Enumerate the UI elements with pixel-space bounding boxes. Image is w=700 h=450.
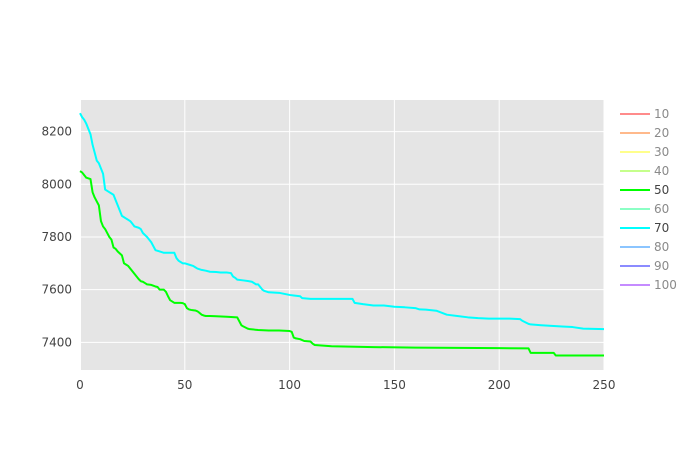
legend-label: 50 — [654, 183, 669, 197]
x-axis-ticks: 0 50 100 150 200 250 — [76, 378, 615, 392]
series-line-50 — [79, 170, 604, 357]
x-tick-label: 100 — [278, 378, 301, 392]
x-tick-label: 0 — [76, 378, 84, 392]
legend-item-60[interactable]: 60 — [620, 202, 669, 216]
legend-item-30[interactable]: 30 — [620, 145, 669, 159]
legend-item-10[interactable]: 10 — [620, 107, 669, 121]
legend-item-20[interactable]: 20 — [620, 126, 669, 140]
legend-label: 60 — [654, 202, 669, 216]
legend-label: 70 — [654, 221, 669, 235]
y-tick-label: 7800 — [41, 230, 72, 244]
series-layer — [79, 112, 605, 357]
x-tick-label: 150 — [383, 378, 406, 392]
legend-label: 30 — [654, 145, 669, 159]
y-tick-label: 8200 — [41, 125, 72, 139]
y-tick-label: 8000 — [41, 177, 72, 191]
legend-item-50[interactable]: 50 — [620, 183, 669, 197]
series-line-70 — [79, 112, 605, 331]
legend-item-70[interactable]: 70 — [620, 221, 669, 235]
legend-label: 20 — [654, 126, 669, 140]
legend-label: 90 — [654, 259, 669, 273]
legend-item-100[interactable]: 100 — [620, 278, 677, 292]
legend[interactable]: 10 20 30 40 50 60 70 80 90 100 — [620, 107, 677, 292]
y-axis-ticks: 7400 7600 7800 8000 8200 — [41, 125, 72, 350]
legend-item-90[interactable]: 90 — [620, 259, 669, 273]
legend-label: 40 — [654, 164, 669, 178]
grid-lines — [79, 100, 605, 370]
legend-label: 100 — [654, 278, 677, 292]
plot-background — [80, 100, 604, 370]
x-tick-label: 50 — [177, 378, 192, 392]
y-tick-label: 7400 — [41, 335, 72, 349]
x-tick-label: 200 — [488, 378, 511, 392]
legend-item-40[interactable]: 40 — [620, 164, 669, 178]
legend-label: 80 — [654, 240, 669, 254]
legend-label: 10 — [654, 107, 669, 121]
legend-item-80[interactable]: 80 — [620, 240, 669, 254]
y-tick-label: 7600 — [41, 283, 72, 297]
x-tick-label: 250 — [593, 378, 616, 392]
